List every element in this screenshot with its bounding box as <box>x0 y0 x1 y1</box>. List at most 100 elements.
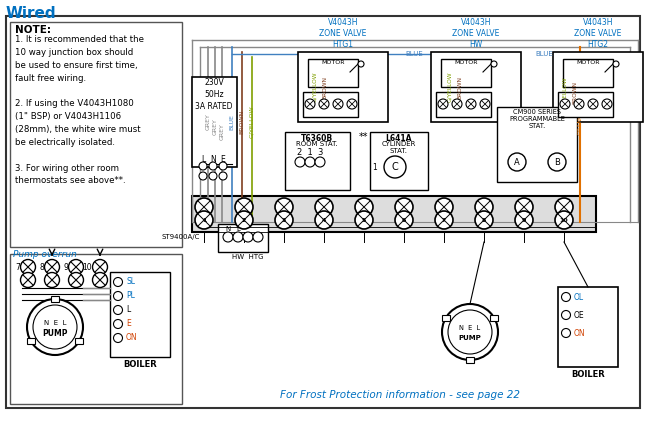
Circle shape <box>508 153 526 171</box>
Circle shape <box>548 153 566 171</box>
Circle shape <box>315 157 325 167</box>
Circle shape <box>562 328 571 338</box>
Circle shape <box>395 211 413 229</box>
Text: N: N <box>210 154 216 163</box>
Text: E: E <box>126 319 131 328</box>
Text: G/YELLOW: G/YELLOW <box>250 106 254 138</box>
Circle shape <box>602 99 612 109</box>
Circle shape <box>199 172 207 180</box>
Circle shape <box>491 61 497 67</box>
Text: 8: 8 <box>482 217 486 222</box>
Circle shape <box>613 61 619 67</box>
Text: V4043H
ZONE VALVE
HW: V4043H ZONE VALVE HW <box>452 18 499 49</box>
Circle shape <box>235 211 253 229</box>
Text: 2: 2 <box>242 217 247 222</box>
Bar <box>308 59 358 87</box>
Text: L: L <box>236 226 240 232</box>
Text: PL: PL <box>126 292 135 300</box>
Text: L641A: L641A <box>386 134 412 143</box>
Circle shape <box>69 273 83 287</box>
Circle shape <box>515 211 533 229</box>
Circle shape <box>305 99 315 109</box>
Circle shape <box>235 198 253 216</box>
Circle shape <box>233 232 243 242</box>
Circle shape <box>199 162 207 170</box>
Circle shape <box>21 273 36 287</box>
Bar <box>466 357 474 363</box>
Bar <box>298 52 388 122</box>
Circle shape <box>45 273 60 287</box>
Text: BROWN: BROWN <box>322 76 327 98</box>
Text: 10: 10 <box>82 262 92 271</box>
Text: G/YELLOW: G/YELLOW <box>562 77 567 107</box>
Text: 3: 3 <box>282 217 286 222</box>
Bar <box>192 196 596 232</box>
Text: A: A <box>514 157 520 167</box>
Circle shape <box>475 211 493 229</box>
Circle shape <box>219 172 227 180</box>
Text: BLUE: BLUE <box>405 51 422 57</box>
Bar <box>370 132 428 190</box>
Text: SL: SL <box>126 278 135 287</box>
Text: 8: 8 <box>39 262 44 271</box>
Bar <box>441 59 491 87</box>
Circle shape <box>195 211 213 229</box>
Circle shape <box>93 260 107 274</box>
Text: MOTOR: MOTOR <box>454 60 477 65</box>
Text: 230V
50Hz
3A RATED: 230V 50Hz 3A RATED <box>195 78 233 111</box>
Circle shape <box>333 99 343 109</box>
Circle shape <box>355 211 373 229</box>
Text: 7: 7 <box>15 262 20 271</box>
Text: BROWN: BROWN <box>573 81 578 103</box>
Text: 9: 9 <box>522 217 526 222</box>
Bar <box>436 92 491 117</box>
Circle shape <box>574 99 584 109</box>
Circle shape <box>466 99 476 109</box>
Text: STAT.: STAT. <box>529 123 545 129</box>
Text: STAT.: STAT. <box>390 148 408 154</box>
Text: V4043H
ZONE VALVE
HTG1: V4043H ZONE VALVE HTG1 <box>320 18 367 49</box>
Bar <box>51 296 59 302</box>
Text: ON: ON <box>574 328 586 338</box>
Text: E: E <box>221 154 225 163</box>
Circle shape <box>275 211 293 229</box>
Text: 2  1  3: 2 1 3 <box>297 148 324 157</box>
Circle shape <box>555 211 573 229</box>
Bar <box>442 315 450 321</box>
Text: OL: OL <box>574 292 584 301</box>
Circle shape <box>209 172 217 180</box>
Circle shape <box>27 299 83 355</box>
Circle shape <box>452 99 462 109</box>
Text: PUMP: PUMP <box>42 328 68 338</box>
Circle shape <box>21 260 36 274</box>
Text: ON: ON <box>126 333 138 343</box>
Text: L: L <box>201 154 205 163</box>
Text: For Frost Protection information - see page 22: For Frost Protection information - see p… <box>280 390 520 400</box>
Text: 5: 5 <box>362 217 366 222</box>
Text: GREY: GREY <box>206 114 210 130</box>
Circle shape <box>305 157 315 167</box>
Circle shape <box>195 198 213 216</box>
Circle shape <box>45 260 60 274</box>
Bar <box>558 287 618 367</box>
Text: MOTOR: MOTOR <box>322 60 345 65</box>
Text: GREY: GREY <box>212 119 217 135</box>
Text: 6: 6 <box>402 217 406 222</box>
Text: 7: 7 <box>442 217 446 222</box>
Circle shape <box>113 333 122 343</box>
Text: C: C <box>391 162 399 172</box>
Text: B: B <box>554 157 560 167</box>
Text: G/YELLOW: G/YELLOW <box>448 72 452 102</box>
Text: BOILER: BOILER <box>123 360 157 369</box>
Circle shape <box>358 61 364 67</box>
Circle shape <box>209 162 217 170</box>
Circle shape <box>219 162 227 170</box>
Circle shape <box>315 198 333 216</box>
Bar <box>10 22 182 247</box>
Circle shape <box>588 99 598 109</box>
Text: V4043H
ZONE VALVE
HTG2: V4043H ZONE VALVE HTG2 <box>575 18 622 49</box>
Circle shape <box>113 306 122 314</box>
Text: ROOM STAT.: ROOM STAT. <box>296 141 338 147</box>
Text: N  E  L: N E L <box>44 320 66 326</box>
Text: ORANGE: ORANGE <box>578 108 582 135</box>
